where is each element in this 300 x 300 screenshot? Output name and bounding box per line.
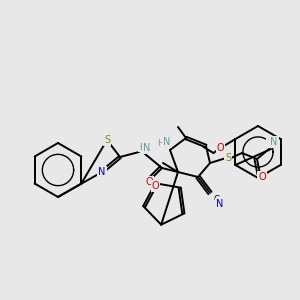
Text: H: H — [139, 142, 145, 152]
Text: N: N — [163, 137, 171, 147]
Text: H: H — [158, 139, 164, 148]
Text: N: N — [216, 199, 224, 209]
Text: O: O — [258, 172, 266, 182]
Text: C: C — [213, 194, 219, 203]
Text: S: S — [225, 153, 231, 163]
Text: O: O — [217, 143, 224, 153]
Text: N: N — [143, 143, 151, 153]
Text: N: N — [270, 137, 278, 147]
Text: H: H — [267, 137, 273, 146]
Text: S: S — [104, 135, 110, 145]
Text: O: O — [152, 181, 159, 191]
Text: N: N — [98, 167, 106, 177]
Text: O: O — [145, 177, 153, 187]
